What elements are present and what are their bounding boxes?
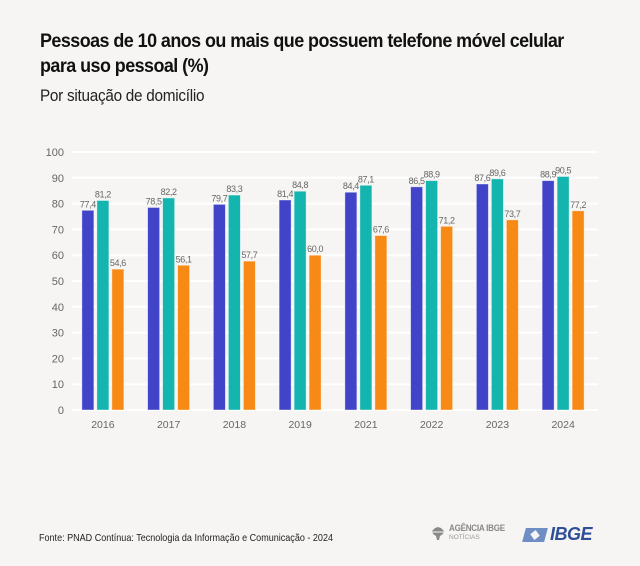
data-label: 57,7 xyxy=(241,250,257,260)
data-label: 88,9 xyxy=(424,170,440,180)
y-axis: 0 10 20 30 40 50 60 70 80 90 100 xyxy=(46,147,64,417)
bar-total-2019 xyxy=(278,199,292,411)
ibge-logo: IBGE xyxy=(522,524,593,545)
data-label: 60,0 xyxy=(307,244,323,254)
y-tick-label: 80 xyxy=(52,199,64,211)
y-tick-label: 70 xyxy=(52,224,64,236)
bar-total-2016 xyxy=(81,209,95,411)
data-label: 77,2 xyxy=(570,200,586,210)
data-label: 87,6 xyxy=(474,173,490,183)
ibge-emblem-icon xyxy=(522,527,548,542)
bar-rural-2017 xyxy=(177,264,191,411)
data-label: 77,4 xyxy=(80,199,96,209)
y-tick-label: 0 xyxy=(58,405,64,417)
y-tick-label: 100 xyxy=(46,147,64,159)
bar-total-2022 xyxy=(410,186,424,411)
bar-rural-2024 xyxy=(571,210,585,411)
bar-rural-2016 xyxy=(111,268,125,411)
bar-urbana-2016 xyxy=(96,200,110,411)
bar-total-2017 xyxy=(147,207,161,411)
data-label: 84,8 xyxy=(292,180,308,190)
x-tick-label: 2017 xyxy=(157,419,181,431)
data-labels: 77,481,2 54,6 78,582,2 56,1 79,783,3 57,7 81,4… xyxy=(80,166,587,269)
agencia-ibge-text: AGÊNCIA IBGE xyxy=(449,523,505,534)
bar-total-2024 xyxy=(541,180,555,411)
x-tick-label: 2022 xyxy=(420,419,444,431)
data-label: 90,5 xyxy=(555,166,571,176)
x-tick-label: 2024 xyxy=(551,419,575,431)
bar-rural-2022 xyxy=(440,225,454,411)
data-label: 83,3 xyxy=(226,184,242,194)
bar-rural-2018 xyxy=(242,260,256,411)
y-tick-label: 50 xyxy=(52,276,64,288)
data-label: 71,2 xyxy=(439,215,455,225)
bar-total-2018 xyxy=(212,203,226,411)
data-label: 81,4 xyxy=(277,189,293,199)
bars xyxy=(81,176,585,411)
chart-title: Pessoas de 10 anos ou mais que possuem t… xyxy=(40,30,564,77)
x-axis: 2016 2017 2018 2019 2021 2022 2023 2024 xyxy=(91,419,575,431)
data-label: 78,5 xyxy=(146,196,162,206)
x-tick-label: 2016 xyxy=(91,419,115,431)
chart-subtitle: Por situação de domicílio xyxy=(40,86,205,105)
y-tick-label: 90 xyxy=(52,173,64,185)
data-label: 82,2 xyxy=(161,187,177,197)
noticias-text: NOTÍCIAS xyxy=(449,534,480,541)
bar-urbana-2017 xyxy=(162,197,176,411)
data-label: 73,7 xyxy=(504,209,520,219)
bar-urbana-2019 xyxy=(293,190,307,411)
bar-total-2023 xyxy=(475,183,489,411)
bar-urbana-2023 xyxy=(490,178,504,411)
x-tick-label: 2019 xyxy=(288,419,312,431)
data-label: 56,1 xyxy=(176,254,192,264)
x-tick-label: 2018 xyxy=(223,419,247,431)
ibge-wordmark: IBGE xyxy=(550,524,593,544)
x-tick-label: 2023 xyxy=(486,419,510,431)
y-tick-label: 10 xyxy=(52,379,64,391)
bar-urbana-2021 xyxy=(359,184,373,411)
x-tick-label: 2021 xyxy=(354,419,378,431)
bar-urbana-2024 xyxy=(556,176,570,411)
brazil-map-icon xyxy=(430,527,446,540)
bar-urbana-2018 xyxy=(227,194,241,411)
y-tick-label: 30 xyxy=(52,328,64,340)
data-label: 67,6 xyxy=(373,225,389,235)
bar-total-2021 xyxy=(344,191,358,411)
y-tick-label: 40 xyxy=(52,302,64,314)
data-label: 88,9 xyxy=(540,170,556,180)
data-label: 87,1 xyxy=(358,174,374,184)
data-label: 81,2 xyxy=(95,190,111,200)
data-label: 54,6 xyxy=(110,258,126,268)
data-label: 89,6 xyxy=(489,168,505,178)
y-tick-label: 20 xyxy=(52,353,64,365)
data-label: 79,7 xyxy=(211,193,227,203)
source-note: Fonte: PNAD Contínua: Tecnologia da Info… xyxy=(39,532,333,544)
data-label: 86,5 xyxy=(409,176,425,186)
bar-rural-2023 xyxy=(505,219,519,411)
bar-rural-2019 xyxy=(308,254,322,411)
bar-urbana-2022 xyxy=(425,180,439,411)
data-label: 84,4 xyxy=(343,181,359,191)
y-tick-label: 60 xyxy=(52,250,64,262)
bar-rural-2021 xyxy=(374,235,388,411)
agencia-ibge-logo: AGÊNCIA IBGE NOTÍCIAS xyxy=(430,524,515,542)
